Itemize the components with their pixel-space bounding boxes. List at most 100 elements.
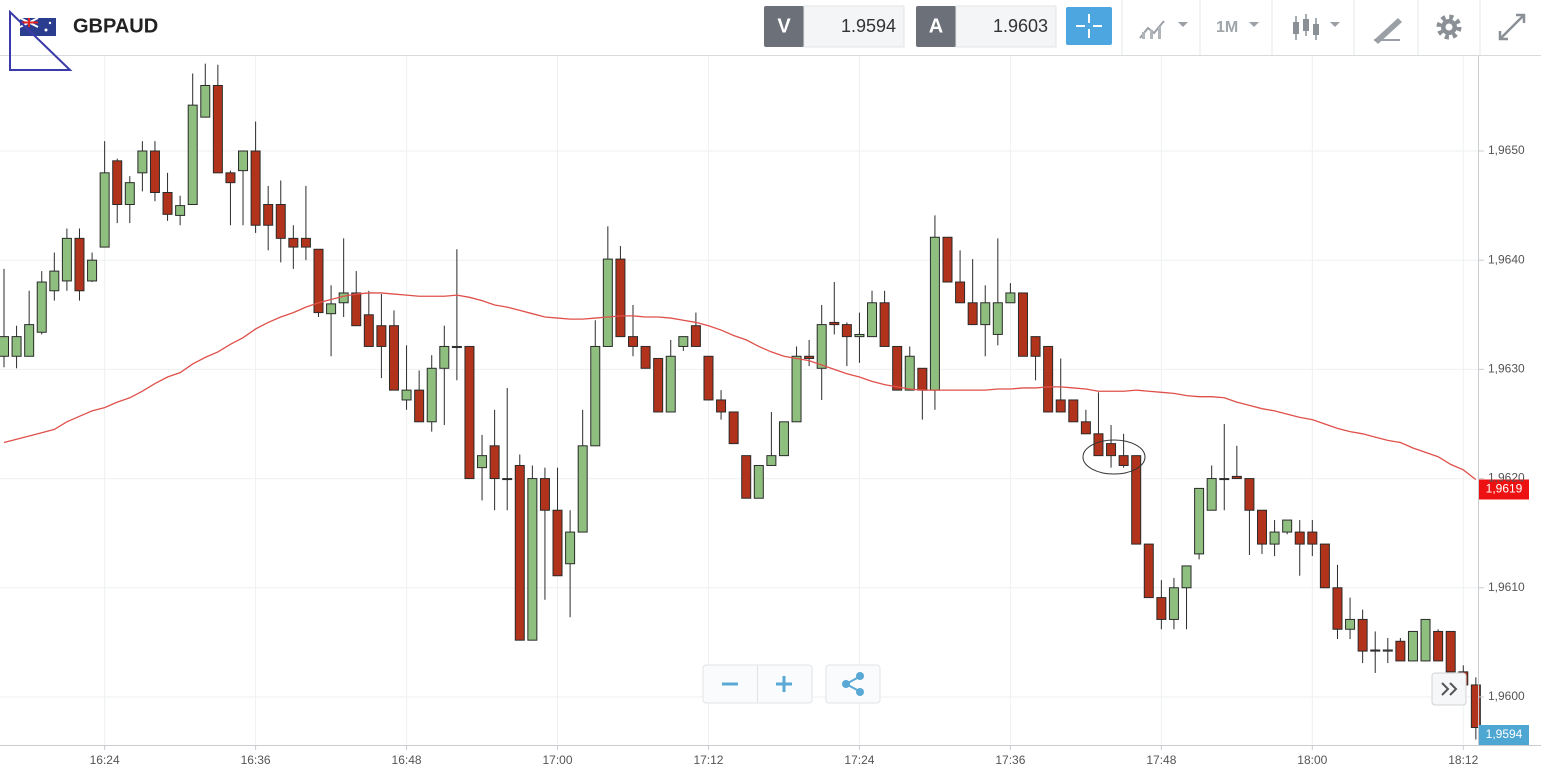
candle-body [1395,640,1406,662]
candle-body [829,321,840,326]
candle-body [1470,684,1481,729]
settings-button[interactable] [1436,14,1462,40]
candle-body [1445,630,1456,673]
x-tick-label: 18:00 [1297,753,1327,767]
buy-price: 1.9603 [993,16,1048,36]
candle-body [615,258,626,338]
candle-body [539,478,550,511]
x-tick-label: 17:24 [844,753,874,767]
chart-type-button[interactable] [1139,20,1188,39]
candle-body [1043,345,1054,413]
candle-body [1219,478,1230,481]
candle-body [300,237,311,248]
candle-body [602,258,613,347]
candle-body [1143,543,1154,599]
zoom-in-button[interactable] [776,676,792,692]
candle-body [816,324,827,369]
y-tick-label: 1,9640 [1488,252,1525,266]
candle-body [1168,587,1179,620]
candle-body [728,411,739,445]
candle-body [439,345,450,369]
price-tag-label: 1,9594 [1486,727,1523,741]
x-tick-label: 16:36 [241,753,271,767]
candle-body [992,302,1003,335]
candle-body [61,237,72,282]
candle-body [1181,565,1192,589]
x-tick-label: 18:12 [1448,753,1478,767]
candle-body [250,150,261,226]
candle-body [1370,649,1381,652]
moving-average-line [3,292,1477,481]
fullscreen-button[interactable] [1498,13,1526,41]
candle-body [716,399,727,413]
candle-body [1382,649,1393,652]
candle-body [1244,478,1255,511]
candle-body [313,248,324,314]
candle-body [678,336,689,347]
candle-body [1433,630,1444,662]
y-tick-label: 1,9600 [1488,689,1525,703]
candle-body [426,367,437,423]
candle-body [565,531,576,565]
candle-body [879,302,890,347]
candle-body [552,509,563,577]
timeframe-label: 1M [1216,19,1238,36]
sell-box[interactable]: V 1.9594 [764,5,905,48]
candle-body [49,270,60,292]
timeframe-button[interactable]: 1M [1216,19,1259,36]
price-tag-label: 1,9619 [1486,482,1523,496]
candle-body [263,204,274,226]
share-button[interactable] [825,664,881,704]
candle-body [590,345,601,447]
price-tags: 1,9619 1,9594 [1479,479,1529,745]
candle-body [288,237,299,248]
candle-body [653,357,664,413]
price-tag [1479,479,1529,500]
candle-body [1282,519,1293,533]
sell-price: 1.9594 [841,16,896,36]
candle-body [1231,475,1242,480]
annotation-ellipse [1082,439,1146,475]
plot [0,63,1481,740]
candle-body [640,345,651,369]
scroll-to-end-button[interactable] [1431,672,1467,706]
candle-body [11,336,22,357]
candle-body [200,84,211,118]
candle-body [351,292,362,327]
x-tick-label: 16:48 [392,753,422,767]
candle-body [980,302,991,326]
candle-body [904,355,915,391]
buy-box[interactable]: A 1.9603 [916,5,1057,48]
candle-body [1269,531,1280,545]
candle-body [149,150,160,193]
candle-body [489,445,500,480]
sell-label: V [777,15,791,37]
candle-body [0,336,9,357]
candle-body [36,281,47,333]
draw-tool-button[interactable] [1374,18,1402,44]
candle-style-button[interactable] [1293,14,1340,40]
candle-body [690,325,701,347]
candle-body [338,292,349,304]
candle-body [401,389,412,401]
candle-body [791,355,802,423]
candle-body [376,325,387,347]
candle-body [703,355,714,401]
candle-body [238,150,249,172]
candle-body [1407,630,1418,662]
candle-body [628,336,638,347]
candle-body [137,150,148,174]
candle-body [162,191,173,215]
y-tick-label: 1,9610 [1488,580,1525,594]
candle-body [527,478,538,641]
candle-body [1156,597,1167,620]
price-tag [1479,725,1529,745]
candle-body [942,236,953,283]
candle-body [1357,618,1368,652]
symbol-title: GBPAUD [73,15,158,37]
crosshair-button[interactable] [1066,7,1112,45]
y-tick-label: 1,9650 [1488,143,1525,157]
x-tick-label: 17:00 [543,753,573,767]
candle-body [1068,399,1079,423]
